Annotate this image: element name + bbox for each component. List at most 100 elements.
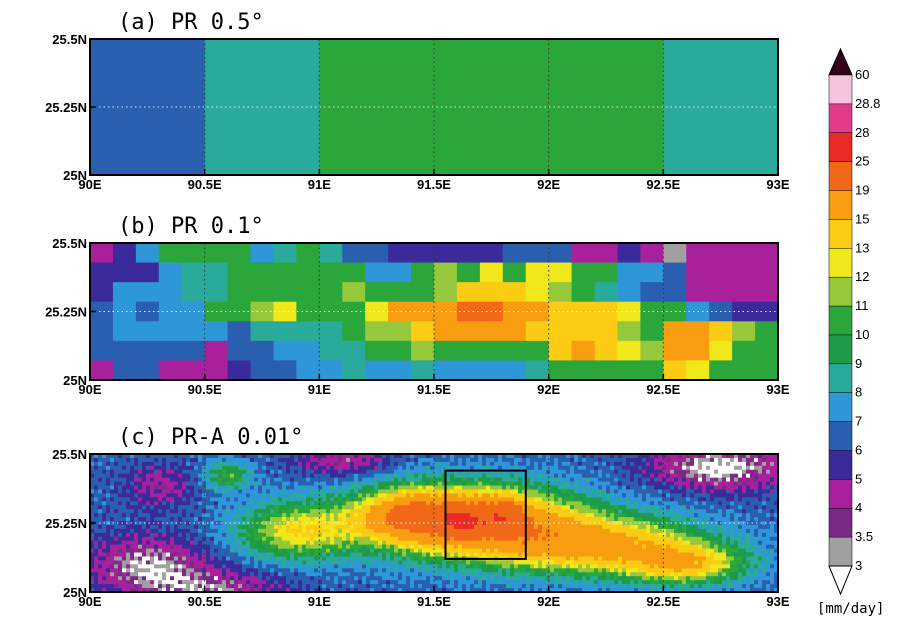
field-cell <box>194 560 199 565</box>
field-cell <box>246 528 251 534</box>
field-cell <box>194 528 199 534</box>
field-cell <box>210 501 215 506</box>
field-cell <box>710 493 715 498</box>
field-cell <box>654 505 659 510</box>
field-cell <box>622 552 627 558</box>
field-cell <box>726 481 731 487</box>
field-cell <box>730 532 735 538</box>
field-cell <box>474 497 479 502</box>
field-cell <box>214 556 219 561</box>
field-cell <box>494 517 499 522</box>
field-cell <box>486 548 491 554</box>
field-cell <box>154 532 159 538</box>
field-cell <box>386 477 391 483</box>
field-cell <box>446 536 451 542</box>
field-cell <box>562 532 567 538</box>
field-cell <box>218 532 223 538</box>
field-cell <box>498 461 503 467</box>
field-cell <box>246 469 251 475</box>
field-cell <box>366 454 371 459</box>
field-cell <box>382 485 387 490</box>
field-cell <box>722 513 727 518</box>
field-cell <box>578 465 583 471</box>
field-cell <box>746 513 751 518</box>
field-cell <box>486 465 491 471</box>
field-cell <box>422 509 427 514</box>
field-cell <box>290 481 295 487</box>
field-cell <box>722 493 727 498</box>
field-cell <box>166 481 171 487</box>
field-cell <box>146 521 151 526</box>
field-cell <box>630 501 635 506</box>
field-cell <box>362 532 367 538</box>
field-cell <box>238 532 243 538</box>
field-cell <box>318 493 323 498</box>
field-cell <box>594 454 599 459</box>
field-cell <box>506 509 511 514</box>
field-cell <box>174 560 179 565</box>
field-cell <box>702 493 707 498</box>
field-cell <box>242 501 247 506</box>
field-cell <box>742 552 747 558</box>
field-cell <box>194 473 199 479</box>
field-cell <box>590 544 595 550</box>
field-cell <box>410 556 415 561</box>
field-cell <box>410 513 415 518</box>
field-cell <box>362 469 367 475</box>
field-cell <box>358 517 363 522</box>
field-cell <box>542 473 547 479</box>
field-cell <box>270 521 275 526</box>
field-cell <box>122 513 127 518</box>
field-cell <box>366 461 371 467</box>
field-cell <box>342 469 347 475</box>
field-cell <box>314 556 319 561</box>
field-cell <box>170 497 175 502</box>
field-cell <box>558 454 563 459</box>
field-cell <box>678 473 683 479</box>
field-cell <box>522 505 527 510</box>
field-cell <box>534 548 539 554</box>
field-cell <box>418 505 423 510</box>
field-cell <box>582 544 587 550</box>
field-cell <box>354 552 359 558</box>
grid-cell <box>755 360 779 381</box>
field-cell <box>178 536 183 542</box>
field-cell <box>722 457 727 463</box>
field-cell <box>242 505 247 510</box>
grid-cell <box>158 262 183 283</box>
field-cell <box>394 509 399 514</box>
field-cell <box>570 552 575 558</box>
grid-cell <box>204 262 229 283</box>
field-cell <box>286 552 291 558</box>
field-cell <box>390 505 395 510</box>
field-cell <box>506 454 511 459</box>
field-cell <box>182 461 187 467</box>
field-cell <box>530 497 535 502</box>
field-cell <box>290 457 295 463</box>
field-cell <box>150 521 155 526</box>
field-cell <box>622 521 627 526</box>
field-cell <box>518 457 523 463</box>
field-cell <box>206 548 211 554</box>
field-cell <box>450 552 455 558</box>
field-cell <box>498 501 503 506</box>
field-cell <box>246 560 251 565</box>
field-cell <box>742 513 747 518</box>
field-cell <box>214 528 219 534</box>
field-cell <box>458 461 463 467</box>
field-cell <box>338 524 343 530</box>
field-cell <box>450 528 455 534</box>
field-cell <box>754 489 759 494</box>
field-cell <box>354 473 359 479</box>
field-cell <box>358 457 363 463</box>
field-cell <box>358 560 363 565</box>
field-cell <box>670 548 675 554</box>
field-cell <box>766 489 771 494</box>
field-cell <box>598 489 603 494</box>
field-cell <box>494 536 499 542</box>
field-cell <box>530 493 535 498</box>
field-cell <box>446 524 451 530</box>
field-cell <box>602 477 607 483</box>
field-cell <box>166 509 171 514</box>
field-cell <box>98 481 103 487</box>
